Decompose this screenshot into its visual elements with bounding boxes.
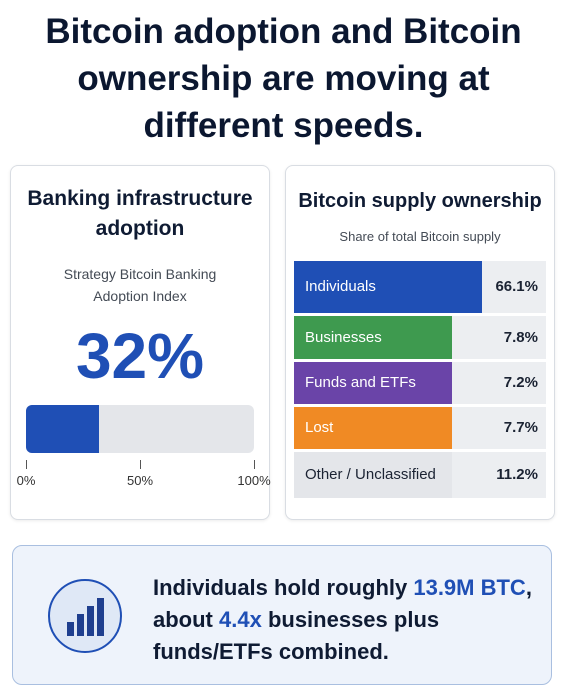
row-bar	[294, 316, 452, 359]
row-bar	[294, 362, 452, 404]
big-value: 32%	[75, 320, 205, 392]
panel-title: Banking infrastructure adoption	[27, 187, 253, 240]
panel-title: Bitcoin supply ownership	[298, 190, 542, 212]
row-bar	[294, 407, 452, 449]
panel-subtitle: Share of total Bitcoin supply	[339, 229, 501, 244]
row-label: Lost	[305, 419, 334, 436]
row-label: Funds and ETFs	[305, 374, 416, 391]
callout-text-part: businesses plus funds/ETFs combined.	[153, 607, 440, 664]
callout-highlight: 13.9M BTC	[413, 575, 526, 600]
tick-label: 0%	[16, 473, 36, 488]
tick-label: 100%	[237, 473, 271, 488]
tick-label: 50%	[126, 473, 154, 488]
row-label: Individuals	[305, 278, 376, 295]
row-bar	[294, 261, 482, 313]
row-value: 11.2%	[496, 466, 538, 483]
ownership-panel: Bitcoin supply ownership Share of total B…	[285, 165, 555, 520]
progress-fill	[26, 405, 99, 453]
callout-text-part: , about	[153, 575, 532, 632]
row-bar	[294, 452, 452, 498]
row-label: Businesses	[305, 329, 382, 346]
chart-icon	[48, 579, 122, 653]
callout-text: Individuals hold roughly 13.9M BTC, abou…	[153, 572, 543, 668]
row-value: 7.7%	[503, 419, 538, 436]
tick-mark	[139, 460, 141, 469]
row-value: 7.2%	[503, 374, 538, 391]
tick-mark	[25, 460, 27, 469]
panel-subtitle: Strategy Bitcoin Banking Adoption Index	[63, 266, 217, 304]
row-value: 66.1%	[495, 278, 538, 295]
callout-text-part: Individuals hold roughly	[153, 575, 414, 600]
callout-highlight: 4.4x	[219, 607, 262, 632]
row-value: 7.8%	[503, 329, 538, 346]
adoption-panel: Banking infrastructure adoption Strategy …	[10, 165, 271, 520]
page-title: Bitcoin adoption and Bitcoin ownership a…	[45, 12, 522, 145]
tick-mark	[253, 460, 255, 469]
row-label: Other / Unclassified	[305, 466, 436, 483]
callout: Individuals hold roughly 13.9M BTC, abou…	[12, 545, 552, 685]
